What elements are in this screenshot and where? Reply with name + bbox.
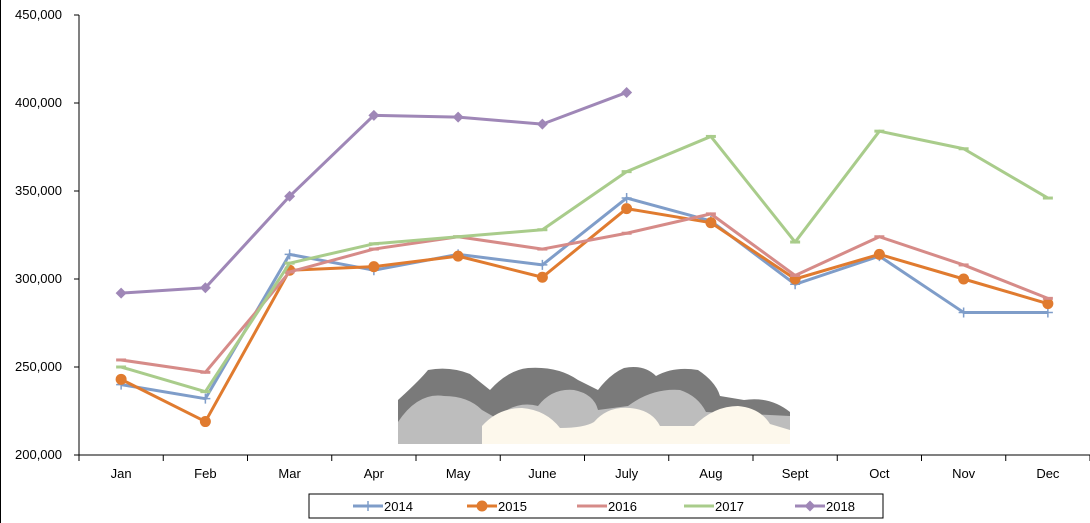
data-point-circle-marker bbox=[536, 271, 548, 283]
series-line-2015 bbox=[120, 207, 1049, 424]
data-point-diamond-marker bbox=[115, 287, 127, 299]
data-point-circle-marker bbox=[621, 203, 633, 215]
data-point-plus-marker bbox=[200, 393, 211, 404]
x-tick-label: Feb bbox=[194, 466, 216, 481]
y-tick-label: 450,000 bbox=[15, 7, 62, 22]
y-tick-label: 400,000 bbox=[15, 95, 62, 110]
data-point-plus-marker bbox=[363, 501, 373, 511]
series-2018 bbox=[115, 86, 633, 299]
data-point-plus-marker bbox=[621, 193, 632, 204]
series-line-2017 bbox=[120, 129, 1049, 394]
x-tick-label: Mar bbox=[278, 466, 301, 481]
series-line-2016 bbox=[120, 212, 1049, 374]
legend-entry-2014: 2014 bbox=[353, 499, 413, 514]
x-tick-label: July bbox=[615, 466, 639, 481]
data-point-diamond-marker bbox=[536, 118, 548, 130]
data-point-circle-marker bbox=[873, 248, 885, 260]
overlay-silhouette-image bbox=[398, 367, 790, 444]
legend-label: 2018 bbox=[826, 499, 855, 514]
x-tick-label: Apr bbox=[364, 466, 385, 481]
data-point-circle-marker bbox=[476, 500, 488, 512]
x-tick-label: Nov bbox=[952, 466, 976, 481]
legend: 2014 2015 2016 2017 2018 bbox=[308, 493, 884, 519]
y-tick-label: 350,000 bbox=[15, 183, 62, 198]
data-point-circle-marker bbox=[199, 416, 211, 428]
legend-label: 2015 bbox=[498, 499, 527, 514]
x-tick-label: Dec bbox=[1036, 466, 1060, 481]
x-tick-label: May bbox=[446, 466, 471, 481]
legend-label: 2014 bbox=[384, 499, 413, 514]
data-point-diamond-marker bbox=[621, 86, 633, 98]
data-point-plus-marker bbox=[537, 259, 548, 270]
x-tick-label: Aug bbox=[699, 466, 722, 481]
x-tick-label: Oct bbox=[869, 466, 890, 481]
data-point-circle-marker bbox=[368, 261, 380, 273]
data-point-circle-marker bbox=[705, 217, 717, 229]
data-point-circle-marker bbox=[452, 250, 464, 262]
series-line-2014 bbox=[120, 196, 1048, 401]
data-point-circle-marker bbox=[115, 373, 127, 385]
data-point-plus-marker bbox=[284, 249, 295, 260]
legend-entry-2018: 2018 bbox=[795, 499, 855, 514]
data-point-diamond-marker bbox=[368, 109, 380, 121]
legend-label: 2016 bbox=[608, 499, 637, 514]
silhouette-light bbox=[482, 406, 790, 444]
data-point-diamond-marker bbox=[284, 190, 296, 202]
series-layer bbox=[115, 86, 1054, 428]
y-tick-label: 200,000 bbox=[15, 447, 62, 462]
legend-entry-2017: 2017 bbox=[684, 499, 744, 514]
y-tick-label: 300,000 bbox=[15, 271, 62, 286]
data-point-circle-marker bbox=[958, 273, 970, 285]
x-tick-label: June bbox=[528, 466, 556, 481]
data-point-circle-marker bbox=[1042, 298, 1054, 310]
data-point-plus-marker bbox=[958, 307, 969, 318]
series-2015 bbox=[115, 203, 1054, 428]
data-point-diamond-marker bbox=[804, 500, 816, 512]
legend-entry-2016: 2016 bbox=[577, 499, 637, 514]
data-point-diamond-marker bbox=[452, 111, 464, 123]
x-tick-label: Jan bbox=[111, 466, 132, 481]
legend-entry-2015: 2015 bbox=[467, 499, 527, 514]
y-tick-label: 250,000 bbox=[15, 359, 62, 374]
x-tick-label: Sept bbox=[782, 466, 809, 481]
legend-label: 2017 bbox=[715, 499, 744, 514]
data-point-diamond-marker bbox=[199, 282, 211, 294]
series-2017 bbox=[116, 129, 1053, 394]
